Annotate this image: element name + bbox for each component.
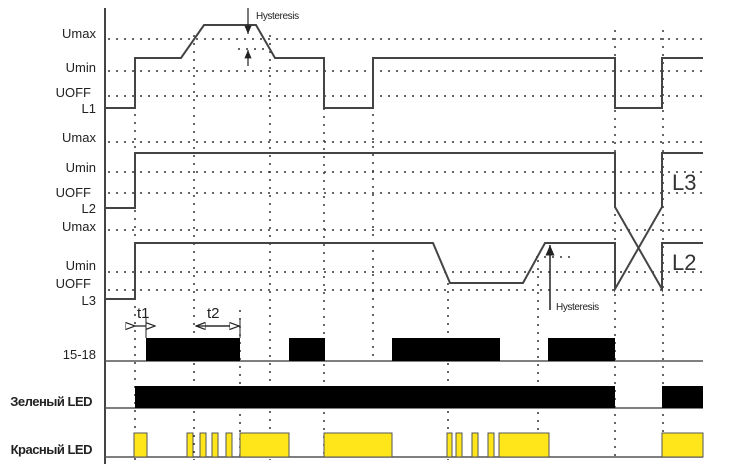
l3-umax-label: Umax [62, 219, 96, 234]
l1-umin-label: Umin [66, 60, 96, 75]
hysteresis-label-top: Hysteresis [256, 11, 299, 22]
red-led-pulses [133, 432, 704, 458]
l2-signal [105, 152, 703, 293]
l3-label: L3 [82, 293, 96, 308]
red-led-blink [446, 432, 453, 458]
red-led-blink [455, 432, 463, 458]
red-led-label: Красный LED [11, 442, 93, 457]
t2-label: t2 [207, 305, 220, 322]
relay-on-pulse [392, 338, 500, 361]
red-led-on [498, 432, 550, 458]
red-led-blink [186, 432, 194, 458]
right-l2-label: L2 [672, 250, 696, 275]
l2-label: L2 [82, 201, 96, 216]
right-l3-label: L3 [672, 170, 696, 195]
red-led-on [661, 432, 704, 458]
t1-label: t1 [137, 305, 150, 322]
l2-uoff-label: UOFF [56, 185, 91, 200]
green-led-label: Зеленый LED [10, 394, 92, 409]
relay-label: 15-18 [63, 347, 96, 362]
relay-on-pulse [548, 338, 615, 361]
relay-pulses [146, 338, 615, 361]
red-led-blink [487, 432, 495, 458]
l1-signal [105, 24, 703, 109]
red-led-on [239, 432, 290, 458]
red-led-on [133, 432, 148, 458]
l2-umax-label: Umax [62, 130, 96, 145]
l2-umin-label: Umin [66, 160, 96, 175]
red-led-on [323, 432, 393, 458]
l1-uoff-label: UOFF [56, 85, 91, 100]
l3-signal [105, 152, 703, 300]
green-led-on [135, 386, 615, 408]
relay-on-pulse [146, 338, 240, 361]
l1-label: L1 [82, 101, 96, 116]
l1-umax-label: Umax [62, 26, 96, 41]
relay-on-pulse [289, 338, 325, 361]
l3-uoff-label: UOFF [56, 276, 91, 291]
l3-umin-label: Umin [66, 258, 96, 273]
red-led-blink [211, 432, 219, 458]
red-led-blink [199, 432, 207, 458]
threshold-lines [108, 38, 705, 291]
hysteresis-label-bottom: Hysteresis [556, 302, 599, 313]
green-led-on [662, 386, 703, 408]
red-led-blink [471, 432, 479, 458]
red-led-blink [225, 432, 233, 458]
green-led-pulses [135, 386, 703, 408]
